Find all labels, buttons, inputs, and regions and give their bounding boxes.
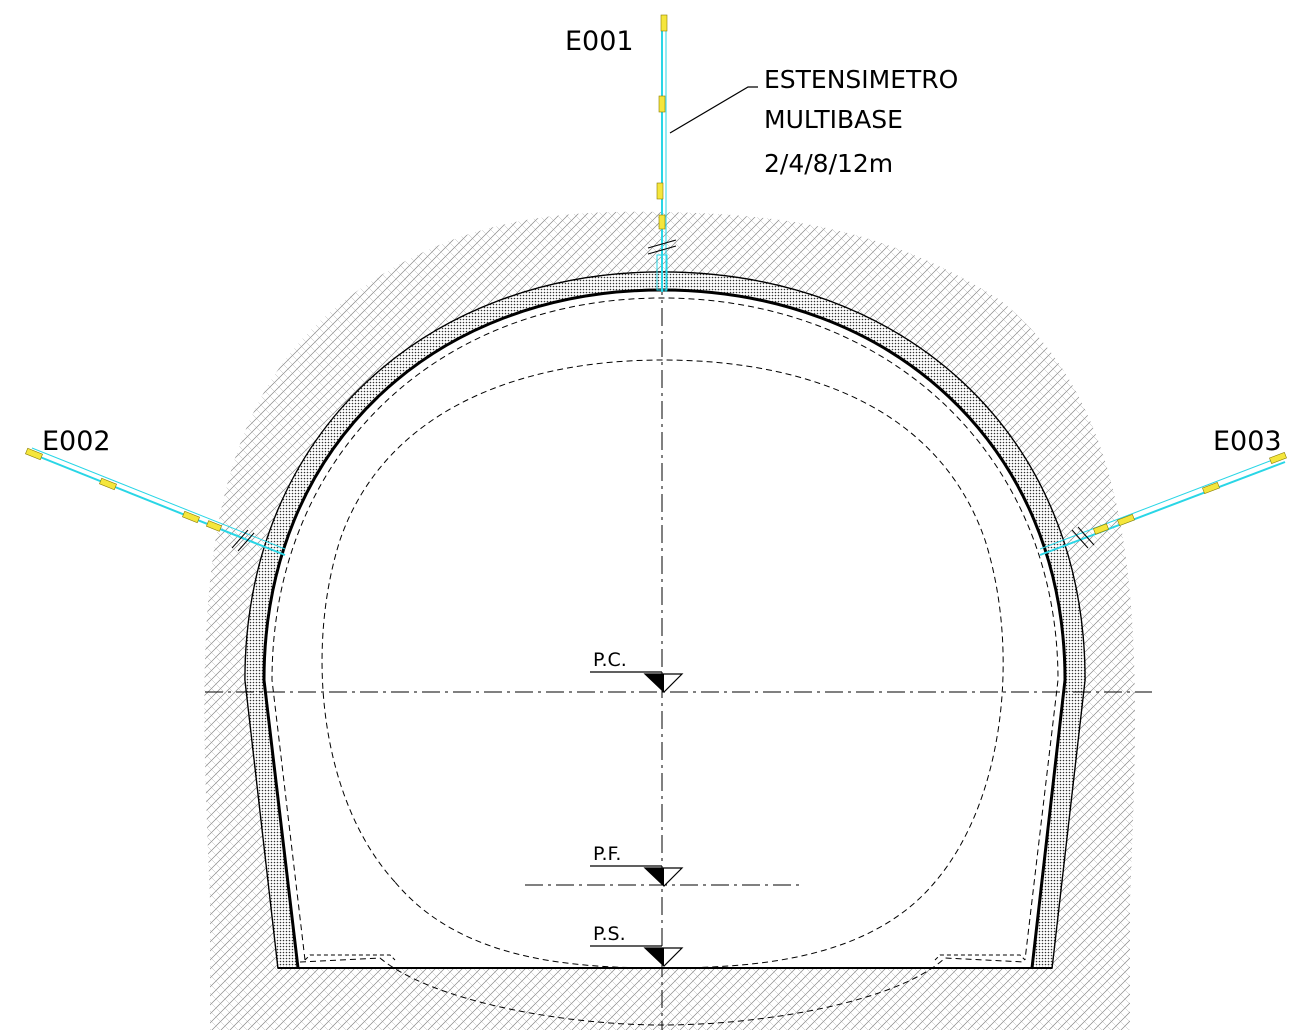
level-label-ps: P.S. — [593, 923, 626, 945]
inner-dashed-profile — [271, 297, 1059, 961]
anchor-e001-2 — [658, 95, 666, 113]
anchor-e003-1 — [1269, 451, 1287, 465]
anchor-e002-4 — [205, 520, 223, 532]
anchor-e002-3 — [182, 510, 200, 524]
callout-line-1: ESTENSIMETRO — [764, 65, 958, 94]
extensometer-e002: E002 — [25, 426, 286, 556]
anchor-e003-4 — [1093, 523, 1109, 535]
anchor-e003-3 — [1117, 513, 1135, 527]
invert-dashed-step — [304, 954, 1026, 961]
extensometer-e001: E001 — [565, 14, 677, 292]
anchor-e003-2 — [1202, 481, 1220, 495]
level-label-pc: P.C. — [593, 649, 627, 671]
extensometer-callout: ESTENSIMETRO MULTIBASE 2/4/8/12m — [669, 65, 958, 178]
anchor-e001-3 — [656, 182, 664, 200]
extensometer-label-e003: E003 — [1213, 426, 1282, 457]
extensometer-e003: E003 — [1039, 426, 1287, 556]
callout-line-2: MULTIBASE — [764, 105, 903, 134]
level-marker-pc: P.C. — [590, 649, 684, 693]
anchor-e002-2 — [99, 477, 117, 491]
level-label-pf: P.F. — [593, 843, 621, 865]
extensometer-label-e001: E001 — [565, 26, 634, 57]
anchor-e001-4 — [658, 214, 666, 230]
anchor-e001-1 — [660, 14, 668, 32]
extensometer-label-e002: E002 — [42, 426, 111, 457]
level-marker-ps: P.S. — [590, 923, 684, 967]
callout-line-3: 2/4/8/12m — [764, 149, 893, 178]
level-marker-pf: P.F. — [590, 843, 684, 887]
anchor-e002-1 — [25, 447, 43, 461]
